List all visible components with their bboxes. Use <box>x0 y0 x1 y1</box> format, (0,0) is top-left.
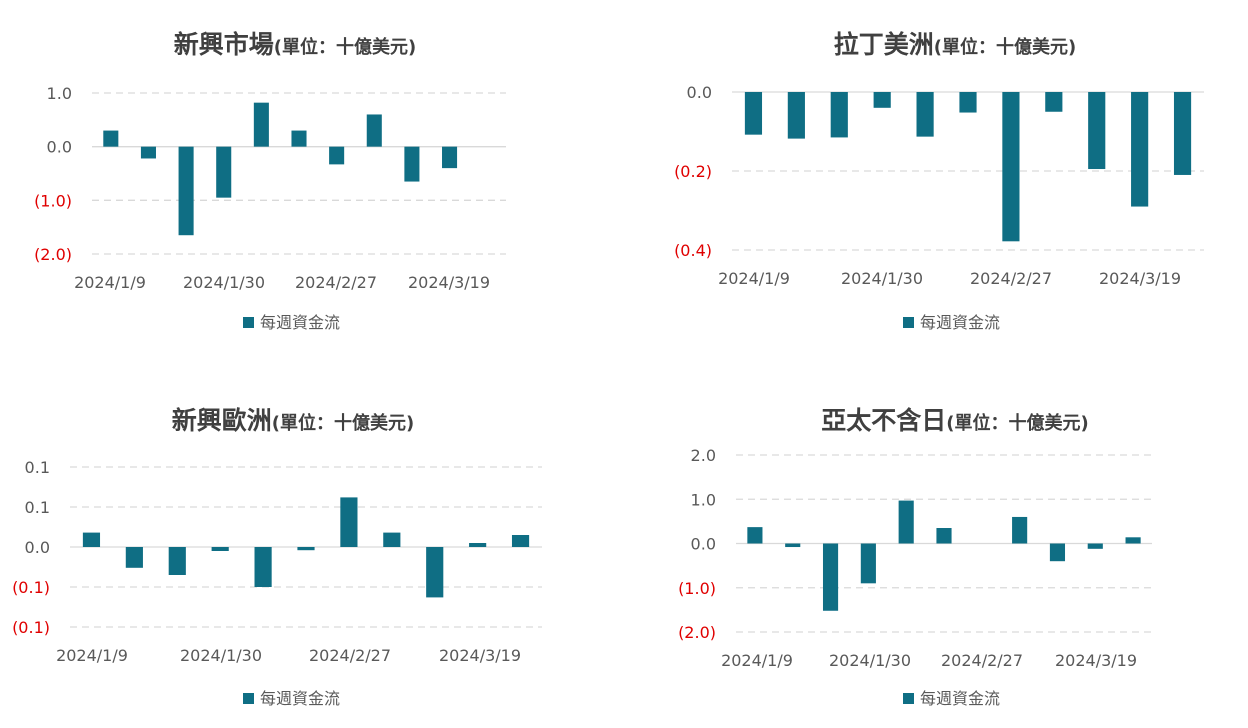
chart-panel-2: 拉丁美洲(單位：十億美元) 0.0 (0.2) (0.4) 2024/1/9 2024/1… <box>674 30 1204 332</box>
bar <box>253 102 269 147</box>
bar <box>744 92 763 135</box>
bar <box>1049 543 1066 562</box>
x-tick-label: 2024/2/27 <box>295 273 377 292</box>
bar <box>1002 92 1020 242</box>
y-tick-label: (0.1) <box>12 618 50 637</box>
y-tick-label: 2.0 <box>691 446 716 465</box>
bar <box>178 146 194 236</box>
bar <box>785 543 801 548</box>
chart-title: 拉丁美洲(單位：十億美元) <box>834 30 1076 59</box>
y-tick-label: 0.1 <box>25 498 50 517</box>
chart-panel-4: 亞太不含日(單位：十億美元) 2.0 1.0 0.0 (1.0) (2.0) 2024/1/… <box>678 406 1152 708</box>
y-tick-label: 1.0 <box>691 490 716 509</box>
legend-label: 每週資金流 <box>920 689 1000 708</box>
y-tick-label: (1.0) <box>34 191 72 210</box>
bar <box>860 543 876 584</box>
y-tick-label: 0.0 <box>687 83 712 102</box>
bar <box>830 92 848 138</box>
y-tick-label: 0.1 <box>25 458 50 477</box>
x-tick-label: 2024/3/19 <box>439 646 521 665</box>
x-tick-label: 2024/1/30 <box>841 269 923 288</box>
bar <box>959 92 977 113</box>
legend-label: 每週資金流 <box>260 313 340 332</box>
bar <box>216 146 232 198</box>
bar <box>787 92 805 139</box>
bar <box>426 547 444 598</box>
bar <box>329 146 345 165</box>
y-tick-label: (0.2) <box>674 162 712 181</box>
x-tick-label: 2024/2/27 <box>309 646 391 665</box>
bar <box>1173 92 1192 175</box>
bar <box>168 547 186 575</box>
bar <box>125 547 143 568</box>
legend-swatch <box>903 693 914 704</box>
y-tick-label: (0.4) <box>674 241 712 260</box>
y-tick-label: (2.0) <box>34 245 72 264</box>
legend-swatch <box>243 317 254 328</box>
bar <box>873 92 891 108</box>
x-tick-label: 2024/2/27 <box>941 651 1023 670</box>
y-tick-label: 0.0 <box>25 538 50 557</box>
y-tick-label: 0.0 <box>47 138 72 157</box>
chart-panel-3: 新興歐洲(單位：十億美元) 0.1 0.1 0.0 (0.1) (0.1) 2024/1/9… <box>12 406 542 708</box>
bar <box>1045 92 1063 112</box>
bar <box>1087 543 1103 549</box>
x-tick-label: 2024/1/30 <box>183 273 265 292</box>
bar <box>383 532 401 547</box>
x-tick-label: 2024/1/9 <box>718 269 790 288</box>
y-tick-label: 1.0 <box>47 84 72 103</box>
chart-title: 新興市場(單位：十億美元) <box>174 30 416 59</box>
legend-label: 每週資金流 <box>920 313 1000 332</box>
bar <box>340 497 358 547</box>
y-tick-label: (1.0) <box>678 579 716 598</box>
legend-swatch <box>243 693 254 704</box>
bar <box>916 92 934 137</box>
y-tick-label: (2.0) <box>678 623 716 642</box>
y-tick-label: 0.0 <box>691 535 716 554</box>
bar <box>211 547 229 551</box>
bar <box>469 543 487 547</box>
bar <box>1012 516 1028 544</box>
chart-title: 亞太不含日(單位：十億美元) <box>821 406 1088 435</box>
x-tick-label: 2024/1/30 <box>829 651 911 670</box>
bar <box>404 146 420 182</box>
chart-panel-1: 新興市場(單位：十億美元) 1.0 0.0 (1.0) (2.0)2024/1/9 202… <box>34 30 506 332</box>
bar <box>822 543 839 611</box>
bar <box>1088 92 1106 170</box>
x-tick-label: 2024/1/9 <box>56 646 128 665</box>
bar <box>1131 92 1149 207</box>
bar <box>511 535 530 547</box>
bar <box>291 130 307 147</box>
x-tick-label: 2024/3/19 <box>1055 651 1137 670</box>
bar <box>936 528 952 544</box>
legend-label: 每週資金流 <box>260 689 340 708</box>
x-tick-label: 2024/2/27 <box>970 269 1052 288</box>
chart-title: 新興歐洲(單位：十億美元) <box>172 406 414 435</box>
bar <box>297 547 315 551</box>
x-tick-label: 2024/3/19 <box>1099 269 1181 288</box>
bar <box>898 500 914 544</box>
y-tick-label: (0.1) <box>12 578 50 597</box>
bar <box>82 532 101 547</box>
bar <box>254 547 272 587</box>
x-tick-label: 2024/1/9 <box>721 651 793 670</box>
x-tick-label: 2024/1/30 <box>180 646 262 665</box>
bar <box>1125 537 1141 544</box>
bar <box>140 146 156 159</box>
x-tick-label: 2024/1/9 <box>74 273 146 292</box>
x-tick-label: 2024/3/19 <box>408 273 490 292</box>
bar <box>103 130 119 147</box>
bar <box>747 527 763 544</box>
bar <box>442 146 458 169</box>
bar <box>366 114 382 147</box>
legend-swatch <box>903 317 914 328</box>
